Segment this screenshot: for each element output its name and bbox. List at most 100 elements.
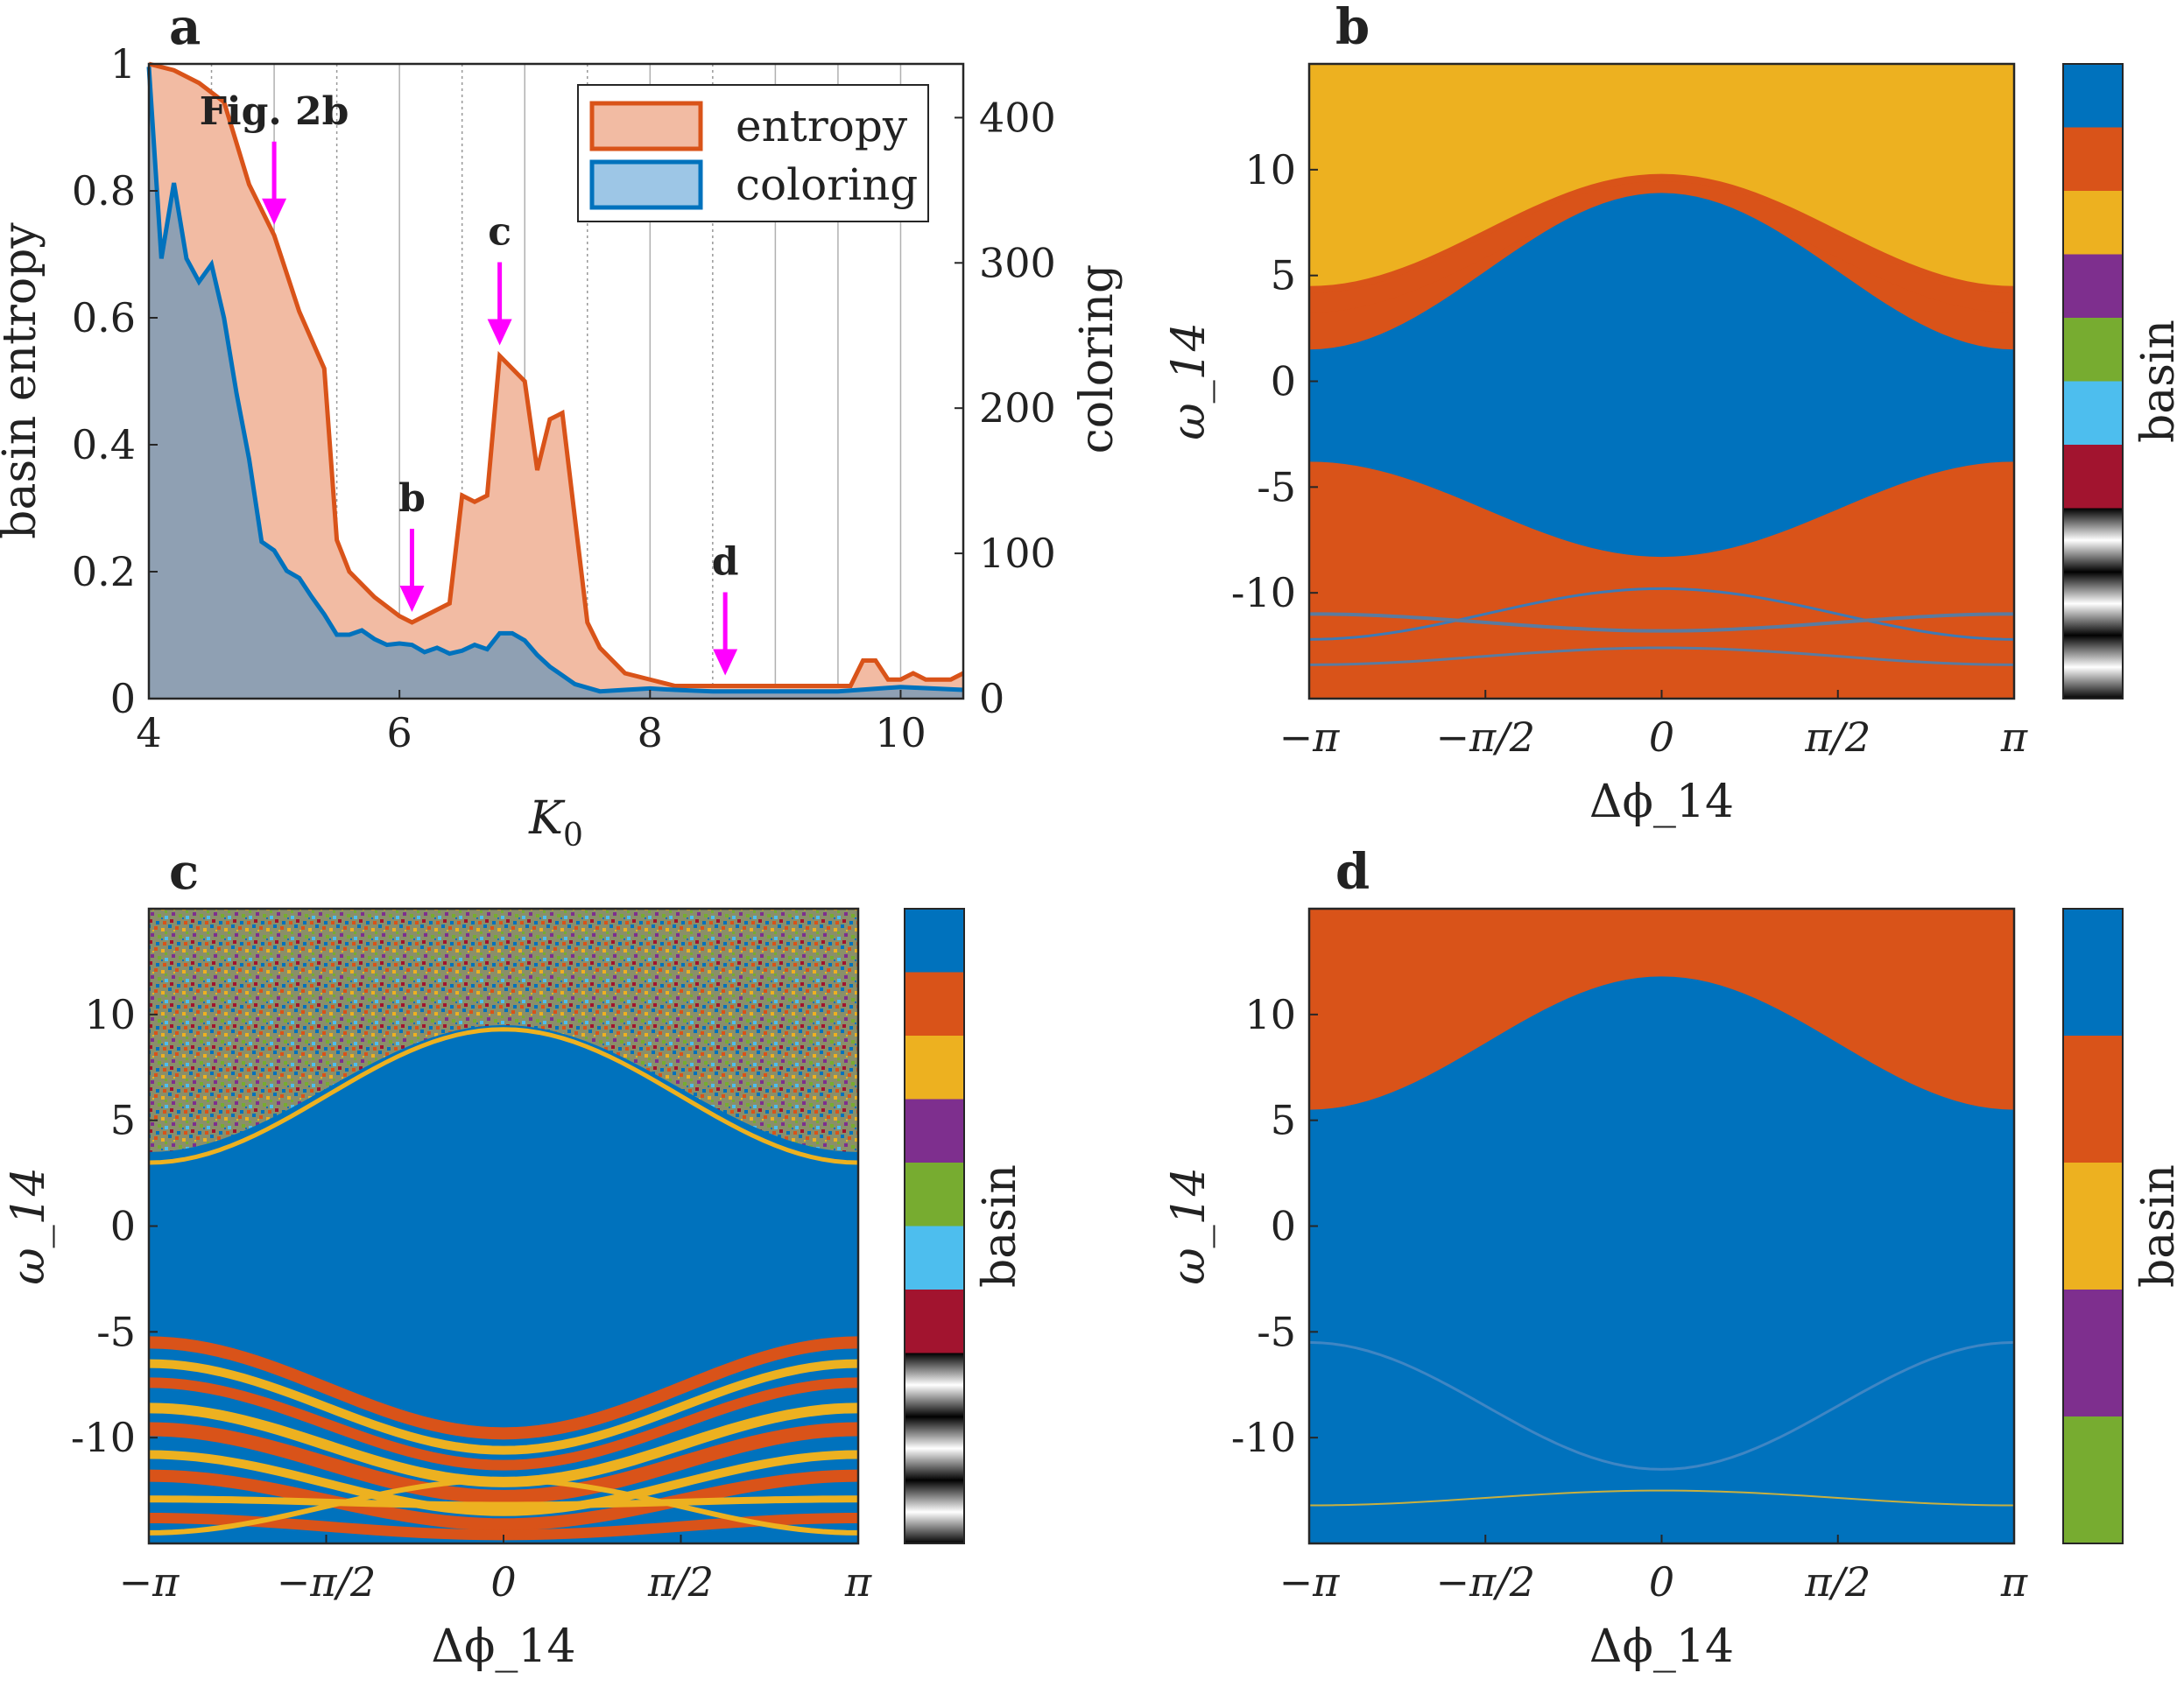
panel-letter-a: a bbox=[169, 0, 201, 56]
c-colorbar-basin-4 bbox=[905, 1099, 964, 1163]
a-ytick-right-label: 300 bbox=[979, 239, 1056, 286]
d-colorbar-basin-1 bbox=[2063, 909, 2123, 1037]
b-colorbar-gray-band bbox=[2063, 635, 2123, 699]
d-ytick-label: -5 bbox=[1257, 1308, 1296, 1355]
b-xtick-label: π bbox=[2000, 713, 2028, 761]
legend-label-entropy: entropy bbox=[736, 101, 908, 151]
a-ytick-label: 1 bbox=[110, 40, 136, 88]
annotation-d: d bbox=[712, 540, 739, 676]
a-y-right-axis-label: coloring bbox=[1071, 264, 1124, 454]
annotation-arrow-head bbox=[487, 319, 512, 346]
a-axes-box bbox=[147, 62, 965, 700]
c-lower-band bbox=[149, 1377, 858, 1471]
c-xtick-label: −π/2 bbox=[277, 1558, 377, 1606]
coloring-area bbox=[149, 67, 963, 699]
legend-swatch-entropy bbox=[589, 101, 703, 151]
b-colorbar-frame bbox=[2062, 63, 2124, 699]
d-xtick-label: π/2 bbox=[1804, 1558, 1870, 1606]
entropy-line bbox=[148, 61, 965, 688]
c-colorbar-basin-2 bbox=[905, 972, 964, 1037]
d-filament bbox=[1309, 1489, 2014, 1507]
b-ytick-label: 10 bbox=[1244, 146, 1296, 193]
a-x-axis-label: K0 bbox=[528, 792, 583, 854]
c-ytick-label: -5 bbox=[96, 1308, 136, 1355]
a-ytick-label: 0.4 bbox=[72, 421, 136, 468]
c-xtick-label: −π bbox=[119, 1558, 180, 1606]
annotation-arrow-head bbox=[399, 586, 425, 612]
a-xtick-label: 10 bbox=[875, 709, 926, 756]
c-lower-band bbox=[149, 1477, 858, 1536]
d-colorbar-label: basin bbox=[2132, 1164, 2184, 1288]
d-xtick-label: −π/2 bbox=[1435, 1558, 1535, 1606]
c-lower-band bbox=[149, 1469, 858, 1531]
a-legend: entropy coloring bbox=[577, 84, 929, 222]
b-xtick-label: −π/2 bbox=[1435, 713, 1535, 761]
b-colorbar-gray-band bbox=[2063, 508, 2123, 573]
c-colorbar-gray-band bbox=[905, 1416, 964, 1480]
a-ytick-right-label: 100 bbox=[979, 530, 1056, 577]
annotation-label: d bbox=[712, 540, 739, 585]
c-ytick-label: 0 bbox=[110, 1203, 136, 1250]
a-ytick-label: 0 bbox=[110, 675, 136, 722]
b-xtick-label: 0 bbox=[1649, 713, 1674, 761]
c-colorbar-gray-band bbox=[905, 1353, 964, 1417]
c-colorbar-basin-1 bbox=[905, 909, 964, 973]
b-boundary-band bbox=[1309, 180, 2014, 313]
d-xtick-label: −π bbox=[1279, 1558, 1341, 1606]
c-upper-mixed-basin bbox=[149, 909, 858, 1152]
b-colorbar-basin-4 bbox=[2063, 254, 2123, 319]
c-xtick-label: π bbox=[844, 1558, 872, 1606]
c-boundary-band bbox=[149, 1027, 858, 1165]
d-y-axis-label: ω_14 bbox=[1163, 1167, 1215, 1285]
b-ytick-label: -5 bbox=[1257, 463, 1296, 510]
c-xtick-label: π/2 bbox=[647, 1558, 714, 1606]
b-filament bbox=[1309, 646, 2014, 666]
c-colorbar-basin-6 bbox=[905, 1226, 964, 1290]
d-ytick-label: 0 bbox=[1271, 1203, 1296, 1250]
c-lower-band bbox=[149, 1336, 858, 1440]
annotation-label: Fig. 2b bbox=[200, 89, 349, 134]
b-colorbar-basin-2 bbox=[2063, 127, 2123, 192]
panel-letter-b: b bbox=[1335, 0, 1370, 56]
d-heatmap bbox=[1309, 909, 2014, 1543]
d-colorbar-basin-2 bbox=[2063, 1036, 2123, 1163]
legend-swatch-coloring bbox=[589, 159, 703, 210]
c-colorbar-basin-5 bbox=[905, 1163, 964, 1227]
c-y-axis-label: ω_14 bbox=[3, 1167, 55, 1285]
b-ytick-label: 5 bbox=[1271, 252, 1296, 299]
c-colorbar-label: basin bbox=[974, 1164, 1026, 1288]
c-ytick-label: 10 bbox=[84, 991, 136, 1038]
b-filament bbox=[1309, 612, 2014, 633]
annotation-fig2b: Fig. 2b bbox=[200, 89, 349, 225]
c-lower-band bbox=[149, 1359, 858, 1455]
c-lower-band bbox=[149, 1422, 858, 1504]
annotation-arrow-head bbox=[713, 649, 738, 676]
c-ytick-label: -10 bbox=[71, 1414, 136, 1461]
d-colorbar-frame bbox=[2062, 908, 2124, 1544]
b-central-basin bbox=[1309, 193, 2014, 558]
annotation-label: b bbox=[398, 476, 426, 521]
b-colorbar-basin-6 bbox=[2063, 381, 2123, 446]
c-colorbar-basin-3 bbox=[905, 1036, 964, 1100]
d-colorbar-basin-3 bbox=[2063, 1163, 2123, 1290]
c-heatmap bbox=[149, 909, 858, 1543]
panel-c: −π −π/2 0 π/2 π 10 5 0 -5 -10 Δϕ_14 ω_14 c basin bbox=[3, 843, 1026, 1673]
b-x-axis-label: Δϕ_14 bbox=[1589, 776, 1734, 828]
a-ytick-label: 0.2 bbox=[72, 548, 136, 595]
a-ytick-label: 0.6 bbox=[72, 294, 136, 341]
d-ytick-label: 10 bbox=[1244, 991, 1296, 1038]
c-lower-band bbox=[149, 1495, 858, 1509]
c-ytick-label: 5 bbox=[110, 1097, 136, 1144]
b-colorbar-basin-1 bbox=[2063, 64, 2123, 128]
annotation-label: c bbox=[488, 210, 511, 255]
c-colorbar-frame bbox=[904, 908, 965, 1544]
d-upper-basin bbox=[1309, 909, 2014, 1110]
c-xtick-label: 0 bbox=[490, 1558, 516, 1606]
c-lower-band bbox=[149, 1450, 858, 1516]
b-colorbar-label: basin bbox=[2132, 320, 2184, 443]
a-annotations: Fig. 2b b c d bbox=[200, 89, 739, 676]
panel-letter-c: c bbox=[169, 843, 199, 901]
